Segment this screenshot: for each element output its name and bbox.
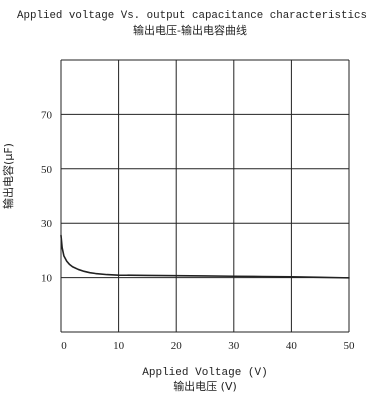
chart-subtitle: 输出电压-输出电容曲线 (133, 23, 247, 37)
x-axis-label: Applied Voltage (V) (142, 367, 267, 379)
y-tick-label-70: 70 (41, 109, 53, 121)
x-tick-label-0: 0 (61, 340, 67, 352)
y-axis-label: 输出电容(μF) (1, 143, 15, 209)
series-group (60, 234, 350, 279)
x-tick-label-10: 10 (113, 340, 125, 352)
grid-lines (60, 59, 350, 333)
x-tick-label-40: 40 (286, 340, 298, 352)
chart-title: Applied voltage Vs. output capacitance c… (17, 10, 367, 22)
y-tick-label-30: 30 (41, 218, 53, 230)
series-line-0 (60, 234, 350, 279)
x-tick-label-20: 20 (171, 340, 183, 352)
y-tick-label-10: 10 (41, 273, 53, 285)
x-axis-label-secondary: 输出电压 (V) (173, 379, 237, 393)
y-tick-label-50: 50 (41, 164, 53, 176)
x-tick-labels: 0 10 20 30 40 50 (61, 340, 355, 352)
x-tick-label-30: 30 (228, 340, 240, 352)
y-tick-labels: 10 30 50 70 (41, 109, 53, 284)
x-tick-label-50: 50 (344, 340, 356, 352)
